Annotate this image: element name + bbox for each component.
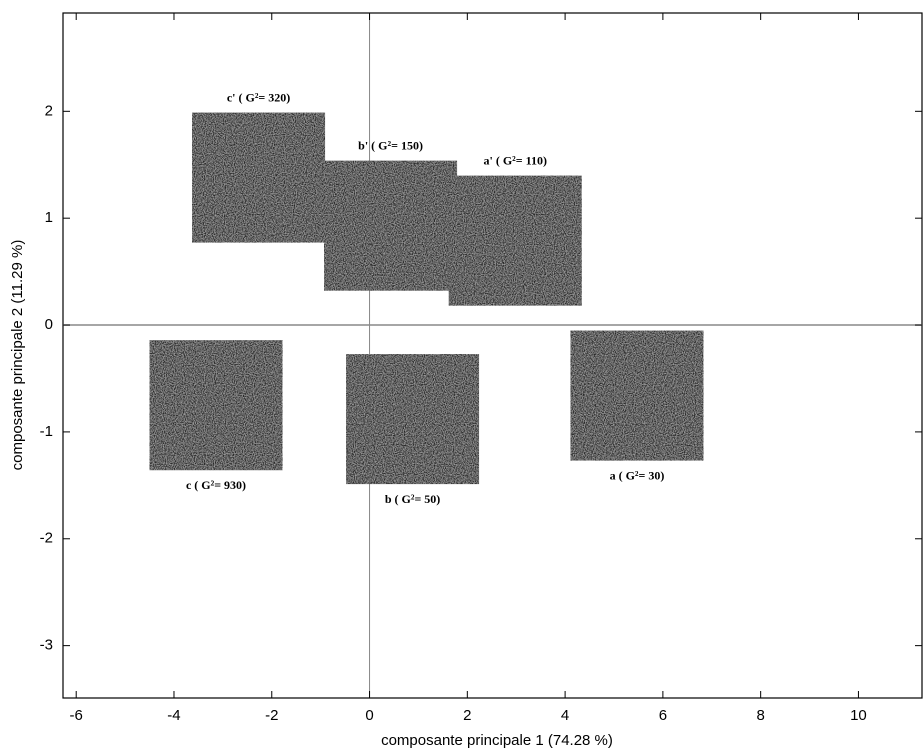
image-patch <box>324 160 458 291</box>
x-tick-label: 6 <box>659 707 667 724</box>
y-tick-label: 0 <box>45 316 53 333</box>
x-axis-label: composante principale 1 (74.28 %) <box>381 732 613 749</box>
point-label: a ( G²= 30) <box>610 468 665 482</box>
y-tick-label: -3 <box>40 637 53 654</box>
y-tick-label: -1 <box>40 423 53 440</box>
y-axis-label: composante principale 2 (11.29 %) <box>9 240 26 471</box>
x-tick-label: 4 <box>561 707 569 724</box>
image-patch <box>448 175 582 306</box>
y-tick-label: 2 <box>45 102 53 119</box>
y-tick-label: 1 <box>45 209 53 226</box>
point-label: c ( G²= 930) <box>186 478 246 492</box>
point-label: b ( G²= 50) <box>385 492 440 506</box>
image-patch <box>149 340 283 471</box>
x-tick-label: 2 <box>463 707 471 724</box>
image-patch <box>192 112 326 243</box>
point-label: b' ( G²= 150) <box>358 138 423 152</box>
x-tick-label: 8 <box>756 707 764 724</box>
x-tick-label: -2 <box>265 707 278 724</box>
x-tick-label: -4 <box>167 707 180 724</box>
point-label: c' ( G²= 320) <box>227 90 290 104</box>
image-patch <box>346 354 480 485</box>
x-tick-label: -6 <box>70 707 83 724</box>
image-patch <box>570 330 704 461</box>
x-tick-label: 0 <box>365 707 373 724</box>
x-tick-label: 10 <box>850 707 867 724</box>
point-label: a' ( G²= 110) <box>484 153 547 167</box>
y-tick-label: -2 <box>40 530 53 547</box>
